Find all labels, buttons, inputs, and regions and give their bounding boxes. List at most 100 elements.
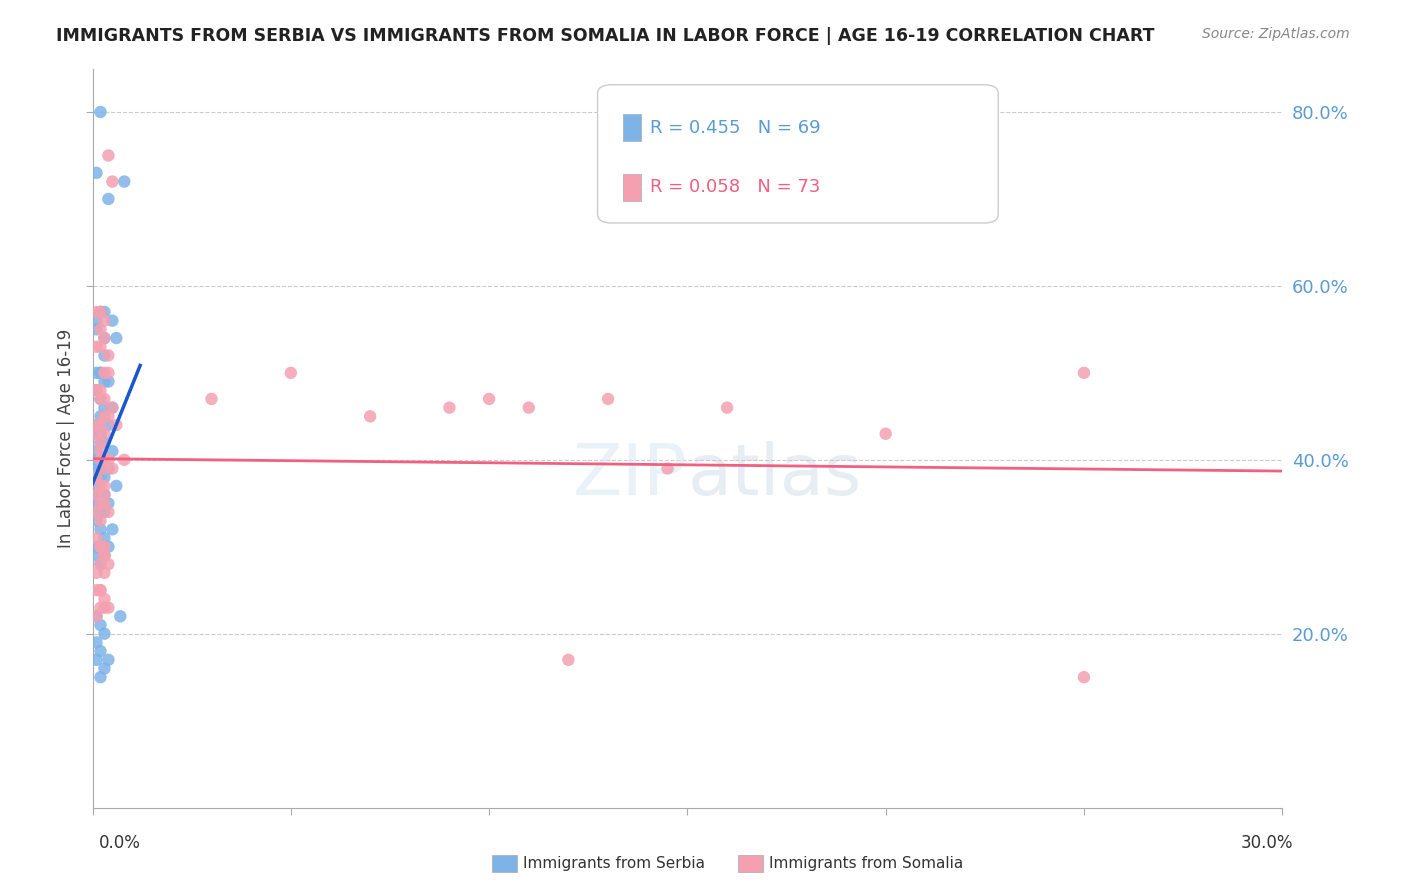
Point [596, 392, 619, 406]
Point [97, 505, 120, 519]
Point [439, 401, 461, 415]
Point [93, 566, 115, 580]
Point [89, 540, 111, 554]
Point [89, 392, 111, 406]
Point [86, 417, 108, 432]
Point [86, 383, 108, 397]
Point [110, 609, 132, 624]
Point [86, 383, 108, 397]
Point [93, 305, 115, 319]
Point [101, 444, 124, 458]
Point [93, 452, 115, 467]
Point [1073, 366, 1095, 380]
Point [93, 549, 115, 563]
Point [89, 366, 111, 380]
Point [359, 409, 381, 424]
Point [86, 479, 108, 493]
Point [89, 618, 111, 632]
Point [93, 626, 115, 640]
Point [89, 670, 111, 684]
Point [89, 479, 111, 493]
Point [89, 426, 111, 441]
Point [86, 609, 108, 624]
Point [557, 653, 579, 667]
Point [89, 444, 111, 458]
Point [97, 496, 120, 510]
Point [478, 392, 501, 406]
Point [86, 583, 108, 598]
Point [1073, 670, 1095, 684]
Point [93, 591, 115, 606]
Point [93, 331, 115, 345]
Point [97, 366, 120, 380]
Point [86, 653, 108, 667]
Text: IMMIGRANTS FROM SERBIA VS IMMIGRANTS FROM SOMALIA IN LABOR FORCE | AGE 16-19 COR: IMMIGRANTS FROM SERBIA VS IMMIGRANTS FRO… [56, 27, 1154, 45]
Point [86, 505, 108, 519]
Point [89, 409, 111, 424]
Point [86, 496, 108, 510]
Point [89, 540, 111, 554]
Point [89, 366, 111, 380]
Point [86, 609, 108, 624]
Point [97, 600, 120, 615]
Point [93, 366, 115, 380]
Point [86, 566, 108, 580]
Point [86, 540, 108, 554]
Point [101, 314, 124, 328]
Text: ZIP: ZIP [572, 441, 688, 509]
Point [89, 452, 111, 467]
Point [93, 505, 115, 519]
Point [101, 401, 124, 415]
Point [89, 600, 111, 615]
Point [112, 452, 135, 467]
Point [89, 383, 111, 397]
Point [89, 540, 111, 554]
Point [97, 417, 120, 432]
Point [93, 661, 115, 675]
Point [89, 417, 111, 432]
Point [97, 653, 120, 667]
Point [97, 192, 120, 206]
Point [875, 426, 897, 441]
Point [101, 175, 124, 189]
Point [89, 522, 111, 536]
Point [86, 426, 108, 441]
Point [105, 417, 128, 432]
Point [93, 392, 115, 406]
Point [93, 487, 115, 501]
Point [86, 531, 108, 545]
Point [101, 461, 124, 475]
Point [86, 487, 108, 501]
Point [97, 461, 120, 475]
Point [89, 305, 111, 319]
Point [89, 644, 111, 658]
Point [89, 435, 111, 450]
Point [89, 557, 111, 571]
Point [93, 531, 115, 545]
Point [89, 583, 111, 598]
Point [89, 496, 111, 510]
Point [93, 331, 115, 345]
Point [93, 409, 115, 424]
Point [93, 461, 115, 475]
Point [93, 487, 115, 501]
Point [89, 435, 111, 450]
Point [89, 305, 111, 319]
Point [86, 635, 108, 649]
Point [86, 340, 108, 354]
Point [93, 375, 115, 389]
Point [89, 557, 111, 571]
Point [89, 505, 111, 519]
Point [97, 557, 120, 571]
Point [105, 331, 128, 345]
Point [86, 417, 108, 432]
Point [86, 305, 108, 319]
Point [112, 175, 135, 189]
Point [89, 514, 111, 528]
Point [105, 479, 128, 493]
Point [657, 461, 679, 475]
Y-axis label: In Labor Force | Age 16-19: In Labor Force | Age 16-19 [58, 328, 75, 548]
Point [86, 314, 108, 328]
Text: 0.0%: 0.0% [98, 834, 141, 852]
Point [93, 426, 115, 441]
